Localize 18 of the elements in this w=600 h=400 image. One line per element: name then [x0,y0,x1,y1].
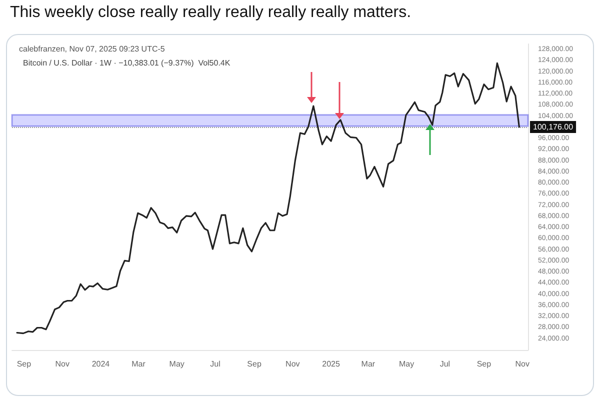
x-tick-label: Sep [247,360,262,368]
x-tick-label: Nov [286,360,300,368]
x-tick-label: 2025 [322,360,340,368]
annotation: calebfranzen, Nov 07, 2025 09:23 UTC-5 [19,44,166,54]
x-tick-label: May [398,360,414,368]
x-tick-label: Sep [476,360,492,368]
x-tick-label: Jul [440,360,450,368]
x-tick-label: Mar [361,360,376,368]
ref-line-label: 100,176.00 [533,122,574,132]
x-tick-label: Mar [132,360,146,368]
x-tick-label: 2024 [92,360,110,368]
chart-title: This weekly close really really really really really matters. [10,4,412,22]
x-tick-label: May [169,360,184,368]
x-tick-label: Jul [210,360,221,368]
text: Bitcoin / U.S. Dollar · 1W · −10,383.01 (−9.37%) Vol50.4K [23,58,231,68]
x-tick-label: Nov [55,360,70,368]
x-tick-label: Sep [16,360,32,368]
x-tick-label: Nov [515,360,530,368]
